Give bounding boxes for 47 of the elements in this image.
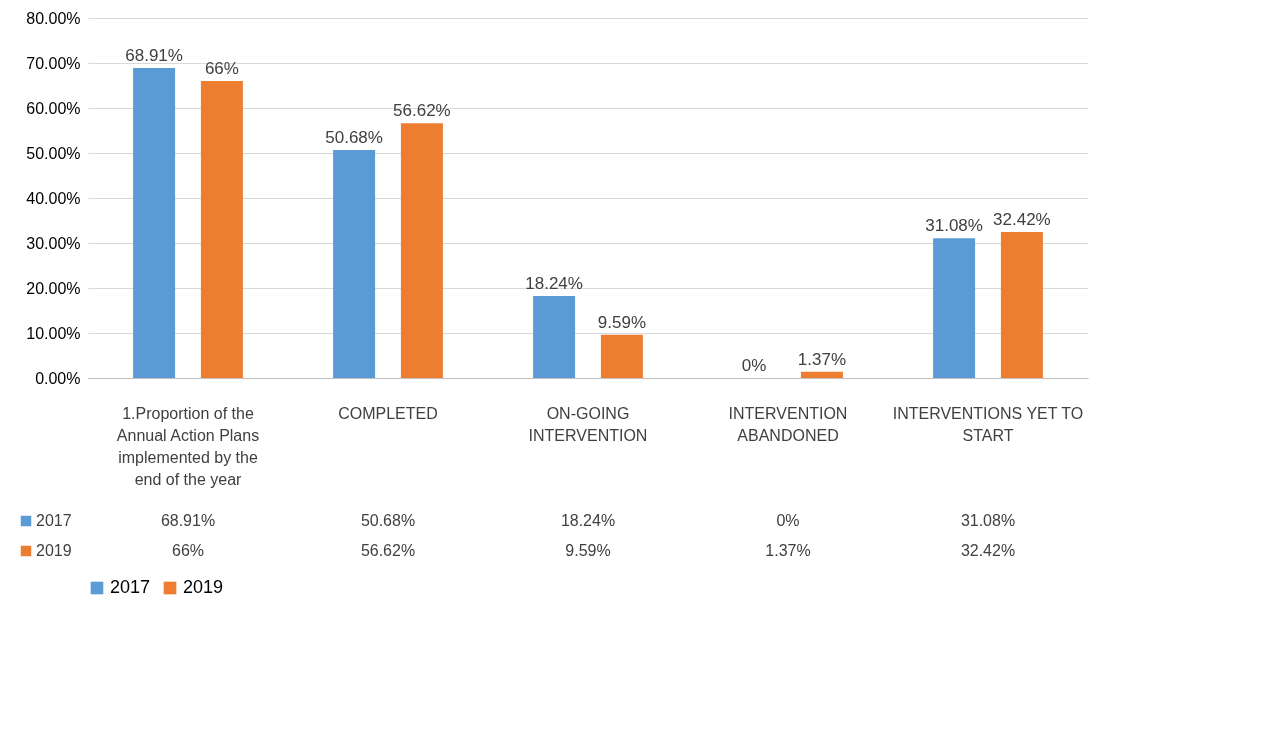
y-tick-label: 80.00% bbox=[26, 9, 81, 27]
data-label: 18.24% bbox=[560, 512, 616, 529]
bar bbox=[200, 81, 243, 378]
text: 50.68% bbox=[325, 127, 383, 147]
text: 0% bbox=[741, 356, 767, 375]
bar bbox=[1000, 232, 1043, 378]
y-tick-label: 60.00% bbox=[26, 99, 81, 117]
y-tick-label: 20.00% bbox=[26, 279, 81, 297]
data-label: 9.59% bbox=[565, 542, 611, 559]
y-tick-label: 70.00% bbox=[26, 54, 81, 72]
bar bbox=[800, 371, 843, 378]
y-tick-label: 40.00% bbox=[26, 189, 81, 207]
legend-label: 2019 bbox=[183, 577, 224, 597]
text: 56.62% bbox=[393, 101, 451, 121]
text: 1.37% bbox=[797, 349, 846, 369]
text: 2019 bbox=[36, 542, 72, 559]
x-tick-label: 1.Proportion of the Annual Action Plans implemented by the end of the year bbox=[116, 405, 260, 488]
data-label: 66% bbox=[171, 542, 205, 559]
bar bbox=[400, 123, 443, 378]
bar bbox=[133, 67, 176, 378]
data-label: 1.37% bbox=[765, 542, 811, 559]
x-tick-label: INTERVENTION ABANDONED bbox=[728, 405, 848, 444]
data-label: 56.62% bbox=[360, 542, 416, 559]
y-tick-label: 50.00% bbox=[26, 144, 81, 162]
y-tick-label: 30.00% bbox=[26, 234, 81, 252]
text: 31.08% bbox=[925, 216, 983, 236]
y-tick-label: 10.00% bbox=[26, 324, 81, 342]
data-label: 32.42% bbox=[960, 542, 1016, 559]
text: 9.59% bbox=[597, 312, 646, 332]
bar bbox=[333, 149, 376, 378]
data-label: 31.08% bbox=[960, 512, 1016, 529]
data-label: 0% bbox=[776, 512, 800, 529]
bar bbox=[533, 295, 576, 378]
legend-label: 2017 bbox=[36, 512, 72, 529]
y-tick-label: 0.00% bbox=[35, 369, 81, 387]
bar bbox=[933, 238, 976, 378]
x-tick-label: ON-GOING INTERVENTION bbox=[528, 405, 648, 444]
text: 2017 bbox=[110, 577, 151, 597]
text: 66% bbox=[204, 59, 239, 78]
data-label: 68.91% bbox=[160, 512, 216, 529]
text: 68.91% bbox=[125, 45, 183, 65]
text: 32.42% bbox=[993, 210, 1051, 230]
text: 18.24% bbox=[525, 273, 583, 293]
x-tick-label: INTERVENTIONS YET TO START bbox=[892, 405, 1084, 444]
x-tick-label: COMPLETED bbox=[338, 405, 438, 422]
bar bbox=[600, 334, 643, 378]
data-label: 50.68% bbox=[360, 512, 416, 529]
